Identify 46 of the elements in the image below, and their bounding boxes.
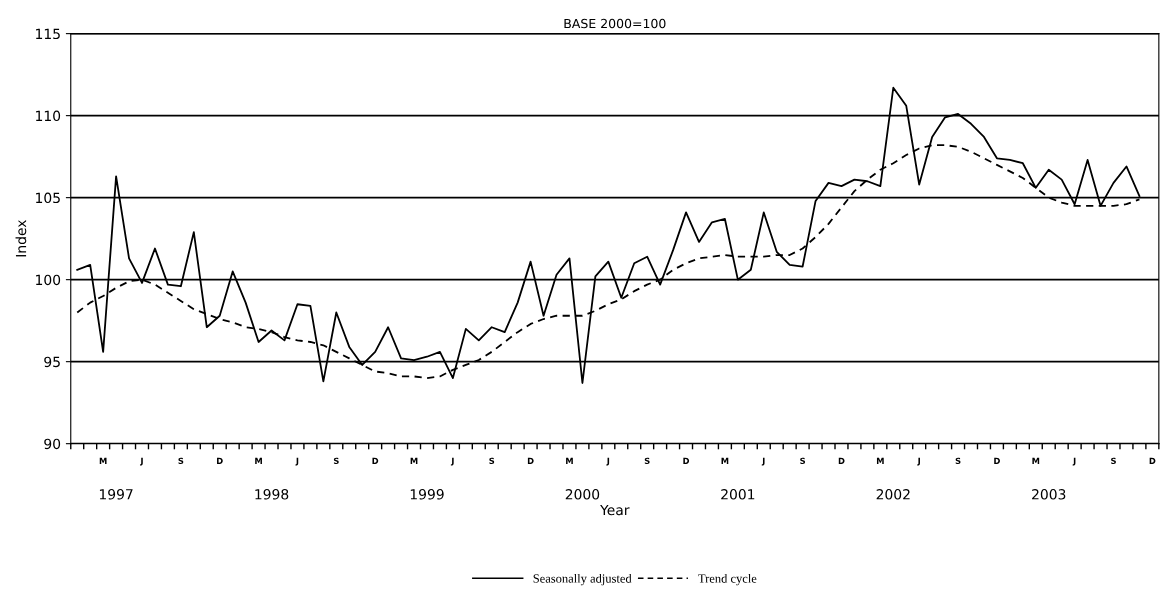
text: 2002 bbox=[876, 489, 910, 500]
y-tick-label: 100 bbox=[36, 274, 61, 286]
x-tick-label: S bbox=[333, 457, 339, 465]
x-tick-label: S bbox=[489, 457, 495, 465]
x-tick-label: D bbox=[527, 457, 534, 464]
text: 2001 bbox=[721, 489, 755, 500]
x-tick-label: M bbox=[255, 457, 262, 464]
x-tick-label: S bbox=[955, 457, 961, 465]
y-tick-label: 90 bbox=[44, 438, 61, 450]
x-tick-label: M bbox=[99, 457, 107, 464]
text: 2000 bbox=[565, 489, 600, 500]
x-tick-label: S bbox=[178, 457, 184, 465]
text: 1998 bbox=[255, 489, 289, 500]
x-tick-label: J bbox=[1072, 457, 1076, 466]
x-tick-label: J bbox=[761, 457, 765, 466]
x-tick-label: M bbox=[1032, 457, 1040, 464]
x-tick-label: D bbox=[217, 457, 223, 464]
x-tick-label: D bbox=[838, 457, 845, 464]
x-tick-label: D bbox=[1149, 457, 1156, 464]
x-tick-label: J bbox=[450, 457, 454, 466]
x-tick-label: M bbox=[721, 457, 729, 464]
chart-title: BASE 2000=100 bbox=[564, 18, 666, 29]
legend-label: Seasonally adjusted bbox=[533, 573, 632, 586]
x-tick-label: D bbox=[372, 457, 379, 464]
text: 2003 bbox=[1032, 489, 1066, 500]
y-tick-label: 95 bbox=[44, 356, 60, 368]
y-axis-title: Index bbox=[15, 219, 27, 257]
x-tick-label: J bbox=[295, 457, 299, 466]
y-tick-label: 115 bbox=[36, 28, 60, 40]
x-tick-label: J bbox=[139, 457, 143, 466]
text: 1999 bbox=[410, 489, 444, 500]
x-tick-label: M bbox=[566, 457, 573, 464]
x-tick-label: S bbox=[1111, 457, 1116, 465]
y-tick-label: 110 bbox=[36, 110, 61, 122]
x-tick-label: S bbox=[644, 457, 650, 465]
x-tick-label: D bbox=[683, 457, 690, 464]
x-tick-label: J bbox=[917, 457, 920, 466]
legend-label: Trend cycle bbox=[698, 573, 757, 586]
x-tick-label: M bbox=[410, 457, 418, 464]
y-tick-label: 105 bbox=[36, 192, 60, 204]
text: 1997 bbox=[99, 489, 133, 500]
x-tick-label: S bbox=[800, 457, 806, 465]
x-tick-label: J bbox=[606, 457, 610, 466]
x-tick-label: M bbox=[876, 457, 884, 464]
x-axis-title: Year bbox=[600, 504, 630, 516]
x-tick-label: D bbox=[994, 457, 1000, 464]
